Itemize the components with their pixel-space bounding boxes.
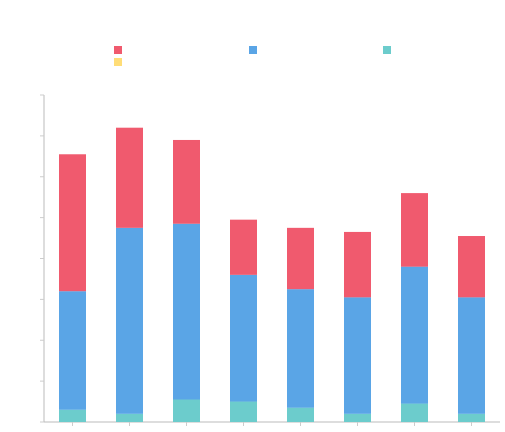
legend-swatch-yellow — [114, 58, 122, 66]
legend — [114, 46, 391, 66]
bar-segment[interactable] — [458, 236, 485, 298]
bar-segment[interactable] — [401, 403, 428, 422]
bar-segment[interactable] — [173, 399, 200, 422]
bar-segment[interactable] — [59, 409, 86, 422]
bar-segment[interactable] — [287, 227, 314, 290]
bar-segment[interactable] — [230, 401, 257, 422]
bar-segment[interactable] — [173, 223, 200, 400]
bar-segment[interactable] — [59, 291, 86, 410]
bar-segment[interactable] — [116, 413, 143, 422]
bar-segment[interactable] — [287, 407, 314, 422]
y-ticks — [40, 94, 44, 423]
bars — [59, 127, 485, 422]
bar-segment[interactable] — [230, 274, 257, 402]
bar-segment[interactable] — [344, 297, 371, 414]
bar-segment[interactable] — [116, 227, 143, 414]
bar-segment[interactable] — [59, 154, 86, 292]
bar-segment[interactable] — [401, 193, 428, 267]
x-ticks — [72, 422, 472, 426]
bar-segment[interactable] — [344, 231, 371, 298]
bar-segment[interactable] — [116, 127, 143, 228]
bar-segment[interactable] — [173, 139, 200, 224]
bar-segment[interactable] — [230, 219, 257, 275]
bar-segment[interactable] — [401, 266, 428, 404]
bar-segment[interactable] — [458, 297, 485, 414]
legend-swatch-teal — [383, 46, 391, 54]
legend-swatch-red — [114, 46, 122, 54]
bar-segment[interactable] — [287, 289, 314, 408]
legend-swatch-blue — [249, 46, 257, 54]
bar-segment[interactable] — [344, 413, 371, 422]
bar-segment[interactable] — [458, 413, 485, 422]
